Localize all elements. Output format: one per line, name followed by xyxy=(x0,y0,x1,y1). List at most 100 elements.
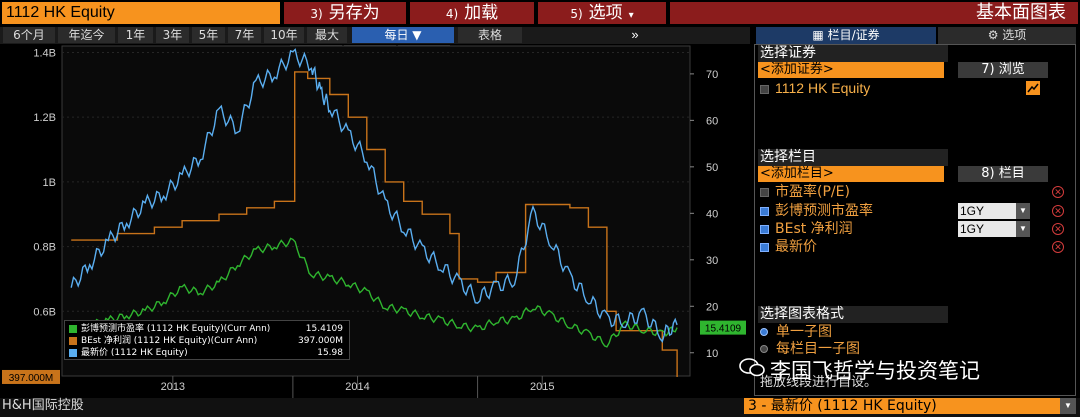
range-7y[interactable]: 7年 xyxy=(228,27,261,43)
field-item-last-price[interactable]: 最新价 xyxy=(760,238,817,256)
radio-selected-icon[interactable] xyxy=(760,328,768,336)
legend-value-profit: 397.000M xyxy=(298,336,343,346)
gear-icon: ⚙ xyxy=(987,28,999,42)
remove-icon[interactable]: ✕ xyxy=(1052,223,1064,235)
legend-value-pe: 15.4109 xyxy=(305,324,343,334)
field-label-pe: 市盈率(P/E) xyxy=(775,184,850,200)
last-price-series-line xyxy=(70,48,678,343)
security-checkbox[interactable] xyxy=(760,84,769,94)
range-max[interactable]: 最大 xyxy=(307,27,347,43)
field-label-net-profit: BEst 净利润 xyxy=(775,221,853,237)
remove-icon[interactable]: ✕ xyxy=(1052,205,1064,217)
wechat-icon xyxy=(738,356,766,378)
table-button[interactable]: 表格 xyxy=(458,27,522,43)
right-tick-label: 50 xyxy=(706,162,718,174)
format-option-multi-label: 每栏目一子图 xyxy=(776,341,860,357)
chart-color-icon[interactable] xyxy=(1026,81,1040,95)
x-tick-label: 2014 xyxy=(345,381,369,393)
settings-panel xyxy=(754,44,1076,396)
tab-fields-securities[interactable]: ▦ 栏目/证券 xyxy=(756,27,936,44)
left-value-marker xyxy=(2,369,60,384)
legend-item-pe: 彭博预测市盈率 (1112 HK Equity)(Curr Ann) 15.410… xyxy=(69,323,347,335)
chart-icon: ▦ xyxy=(812,28,824,42)
x-tick-label: 2015 xyxy=(530,381,554,393)
browse-button[interactable]: 7) 浏览 xyxy=(958,62,1048,78)
remove-icon[interactable]: ✕ xyxy=(1052,186,1064,198)
range-6m[interactable]: 6个月 xyxy=(3,27,55,43)
security-item-label: 1112 HK Equity xyxy=(775,80,871,96)
period-select-forecast-pe[interactable]: 1GY xyxy=(958,203,1016,219)
chevron-down-icon[interactable]: ▼ xyxy=(1060,398,1076,414)
field-label-forecast-pe: 彭博预测市盈率 xyxy=(775,203,873,219)
save-as-button[interactable]: 3) 另存为 xyxy=(284,2,406,24)
legend-swatch-green xyxy=(69,324,77,333)
legend-label-profit: BEst 净利润 (1112 HK Equity)(Curr Ann) xyxy=(81,336,258,346)
range-3y[interactable]: 3年 xyxy=(156,27,189,43)
right-value-marker xyxy=(700,320,746,335)
x-tick-label: 2013 xyxy=(161,381,185,393)
field-checkbox-last-price[interactable] xyxy=(760,242,769,252)
options-number: 5) xyxy=(570,7,583,21)
range-5y[interactable]: 5年 xyxy=(192,27,225,43)
tab-options-label: 选项 xyxy=(1002,28,1027,42)
format-title: 选择图表格式 xyxy=(758,306,948,323)
format-option-single-label: 单一子图 xyxy=(776,324,832,340)
range-ytd[interactable]: 年迄今 xyxy=(58,27,115,43)
frequency-label: 每日 xyxy=(384,28,409,42)
fields-title: 选择栏目 xyxy=(758,149,948,166)
chevron-down-icon[interactable]: ▼ xyxy=(1016,221,1030,237)
ticker-field[interactable]: 1112 HK Equity xyxy=(2,2,280,24)
fields-button[interactable]: 8) 栏目 xyxy=(958,166,1048,182)
chevron-down-icon: ▾ xyxy=(628,10,634,21)
format-option-single[interactable]: 单一子图 xyxy=(760,323,832,341)
tab-fields-label: 栏目/证券 xyxy=(827,28,880,42)
trend-icon xyxy=(1027,83,1039,93)
wechat-logo-icon xyxy=(739,358,765,377)
add-security-input[interactable]: <添加证券> xyxy=(758,62,944,78)
options-button[interactable]: 5) 选项 ▾ xyxy=(538,2,666,24)
field-item-pe[interactable]: 市盈率(P/E) xyxy=(760,183,850,201)
load-label: 加载 xyxy=(464,3,499,23)
left-tick-label: 0.6B xyxy=(33,306,56,318)
profit-series-line xyxy=(71,71,678,377)
load-number: 4) xyxy=(445,7,459,21)
legend-item-profit: BEst 净利润 (1112 HK Equity)(Curr Ann) 397.0… xyxy=(69,335,347,347)
forecast-pe-series-line xyxy=(70,237,678,348)
series-select[interactable]: 3 - 最新价 (1112 HK Equity) xyxy=(744,398,1060,414)
format-option-multi[interactable]: 每栏目一子图 xyxy=(760,340,860,358)
radio-unselected-icon[interactable] xyxy=(760,345,768,353)
left-value-marker-label: 397.000M xyxy=(9,373,53,384)
right-tick-label: 70 xyxy=(706,69,718,81)
tab-options[interactable]: ⚙ 选项 xyxy=(938,27,1076,44)
save-as-label: 另存为 xyxy=(328,3,380,23)
period-select-net-profit[interactable]: 1GY xyxy=(958,221,1016,237)
field-checkbox-net-profit[interactable] xyxy=(760,224,769,234)
legend-value-price: 15.98 xyxy=(317,348,343,358)
right-tick-label: 60 xyxy=(706,115,718,127)
range-1y[interactable]: 1年 xyxy=(118,27,153,43)
frequency-select[interactable]: 每日 ▼ xyxy=(352,27,454,43)
company-name: H&H国际控股 xyxy=(2,398,84,413)
field-label-last-price: 最新价 xyxy=(775,239,817,255)
range-10y[interactable]: 10年 xyxy=(264,27,304,43)
field-item-net-profit[interactable]: BEst 净利润 xyxy=(760,220,853,238)
remove-icon[interactable]: ✕ xyxy=(1052,241,1064,253)
field-checkbox-pe[interactable] xyxy=(760,187,769,197)
right-tick-label: 30 xyxy=(706,255,718,267)
page-title: 基本面图表 xyxy=(670,2,1078,24)
legend-swatch-blue xyxy=(69,348,77,357)
field-checkbox-forecast-pe[interactable] xyxy=(760,206,769,216)
legend-item-price: 最新价 (1112 HK Equity) 15.98 xyxy=(69,347,347,359)
left-tick-label: 1.4B xyxy=(33,47,56,59)
right-tick-label: 10 xyxy=(706,348,718,360)
add-field-input[interactable]: <添加栏目> xyxy=(758,166,944,182)
field-item-forecast-pe[interactable]: 彭博预测市盈率 xyxy=(760,202,873,220)
expand-icon[interactable]: » xyxy=(631,27,639,42)
chevron-down-icon[interactable]: ▼ xyxy=(1016,203,1030,219)
securities-title: 选择证券 xyxy=(758,45,948,62)
left-tick-label: 0.8B xyxy=(33,242,56,254)
left-tick-label: 1B xyxy=(43,177,56,189)
security-item[interactable]: 1112 HK Equity xyxy=(760,79,870,97)
load-button[interactable]: 4) 加载 xyxy=(410,2,534,24)
triangle-down-icon: ▼ xyxy=(412,28,422,42)
